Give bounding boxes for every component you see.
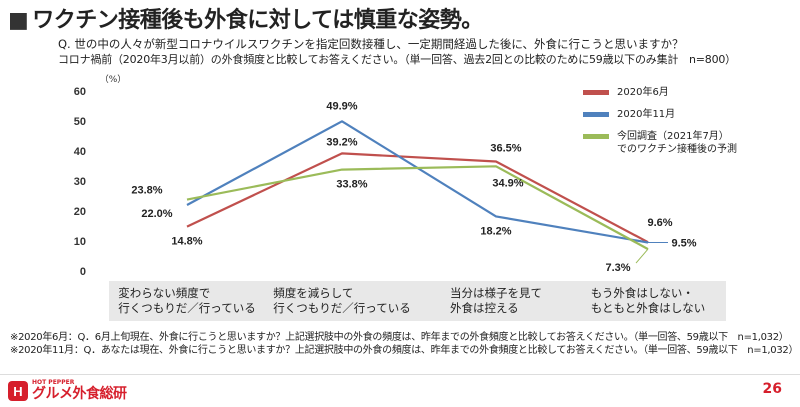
series-line-0 [186, 152, 649, 244]
category-label-0: 変わらない頻度で 行くつもりだ／行っている [109, 281, 265, 321]
hotpepper-icon: H [8, 381, 28, 401]
y-tick-label-5: 50 [74, 116, 86, 128]
footnote-2: ※2020年11月：Q．あなたは現在、外食に行こうと思いますか？上記選択肢中の外… [10, 345, 799, 356]
category-text-0: 変わらない頻度で 行くつもりだ／行っている [118, 286, 256, 315]
title-marker: ■ [8, 8, 29, 33]
legend-item-2: 今回調査（2021年7月） でのワクチン接種後の予測 [583, 130, 779, 156]
logo-text: グルメ外食総研 [32, 386, 127, 402]
y-tick-label-1: 10 [74, 236, 86, 248]
page-number: 26 [762, 381, 782, 397]
data-label-s0-1: 39.2% [326, 136, 357, 148]
category-label-2: 当分は様子を見て 外食は控える [418, 281, 574, 321]
legend-swatch-0 [583, 90, 609, 95]
data-label-s1-3: 9.5% [671, 238, 696, 250]
category-label-1: 頻度を減らして 行くつもりだ／行っている [264, 281, 420, 321]
data-label-s2-0: 23.8% [131, 185, 162, 197]
footnote-1: ※2020年6月：Q．6月上旬現在、外食に行こうと思いますか？上記選択肢中の外食… [10, 332, 789, 343]
legend-label-2: 今回調査（2021年7月） でのワクチン接種後の予測 [617, 131, 737, 155]
legend-label-1: 2020年11月 [617, 109, 676, 120]
category-text-3: もう外食はしない・ もともと外食はしない [590, 286, 706, 315]
data-label-s2-3: 7.3% [605, 262, 630, 274]
data-label-s0-0: 14.8% [171, 236, 202, 248]
legend-swatch-2 [583, 134, 609, 139]
footnotes: ※2020年6月：Q．6月上旬現在、外食に行こうと思いますか？上記選択肢中の外食… [10, 331, 799, 357]
y-tick-label-4: 40 [74, 146, 86, 158]
data-label-s2-1: 33.8% [336, 179, 367, 191]
category-text-1: 頻度を減らして 行くつもりだ／行っている [273, 286, 411, 315]
brand-logo: H HOT PEPPER グルメ外食総研 [8, 379, 127, 402]
legend-item-1: 2020年11月 [583, 108, 779, 121]
y-tick-label-0: 0 [80, 266, 86, 278]
data-label-s0-2: 36.5% [490, 143, 521, 155]
data-label-s2-2: 34.9% [492, 177, 523, 189]
series-line-2 [186, 165, 649, 251]
y-tick-label-6: 60 [74, 86, 86, 98]
chart-legend: 2020年6月 2020年11月今回調査（2021年7月） でのワクチン接種後の予… [583, 86, 779, 165]
question-line-2: コロナ禍前（2020年3月以前）の外食頻度と比較してお答えください。（単一回答、… [58, 53, 736, 66]
title-text: ワクチン接種後も外食に対しては慎重な姿勢。 [32, 8, 483, 33]
legend-swatch-1 [583, 112, 609, 117]
page-title: ■ ワクチン接種後も外食に対しては慎重な姿勢。 [8, 2, 483, 34]
data-label-s1-1: 49.9% [326, 100, 357, 112]
data-label-s1-2: 18.2% [480, 225, 511, 237]
logo-subtext: HOT PEPPER [32, 379, 75, 386]
leader-line-1 [635, 248, 649, 264]
legend-item-0: 2020年6月 [583, 86, 779, 99]
question-line-1: Q. 世の中の人々が新型コロナウイルスワクチンを指定回数接種し、一定期間経過した… [58, 37, 684, 51]
footer [0, 374, 800, 407]
data-label-s1-0: 22.0% [141, 208, 172, 220]
question-text: Q. 世の中の人々が新型コロナウイルスワクチンを指定回数接種し、一定期間経過した… [58, 36, 736, 68]
data-label-s0-3: 9.6% [647, 217, 672, 229]
line-chart: 0 10 20 30 40 50 60 （%） 14.8% 39.2% 36.5% 9.6% 22.0%… [74, 74, 697, 278]
y-axis-unit: （%） [100, 74, 127, 85]
legend-label-0: 2020年6月 [617, 87, 669, 98]
series-line-1 [186, 120, 649, 244]
category-text-2: 当分は様子を見て 外食は控える [450, 286, 542, 315]
y-tick-label-2: 20 [74, 206, 86, 218]
y-tick-label-3: 30 [74, 176, 86, 188]
category-label-3: もう外食はしない・ もともと外食はしない [570, 281, 726, 321]
